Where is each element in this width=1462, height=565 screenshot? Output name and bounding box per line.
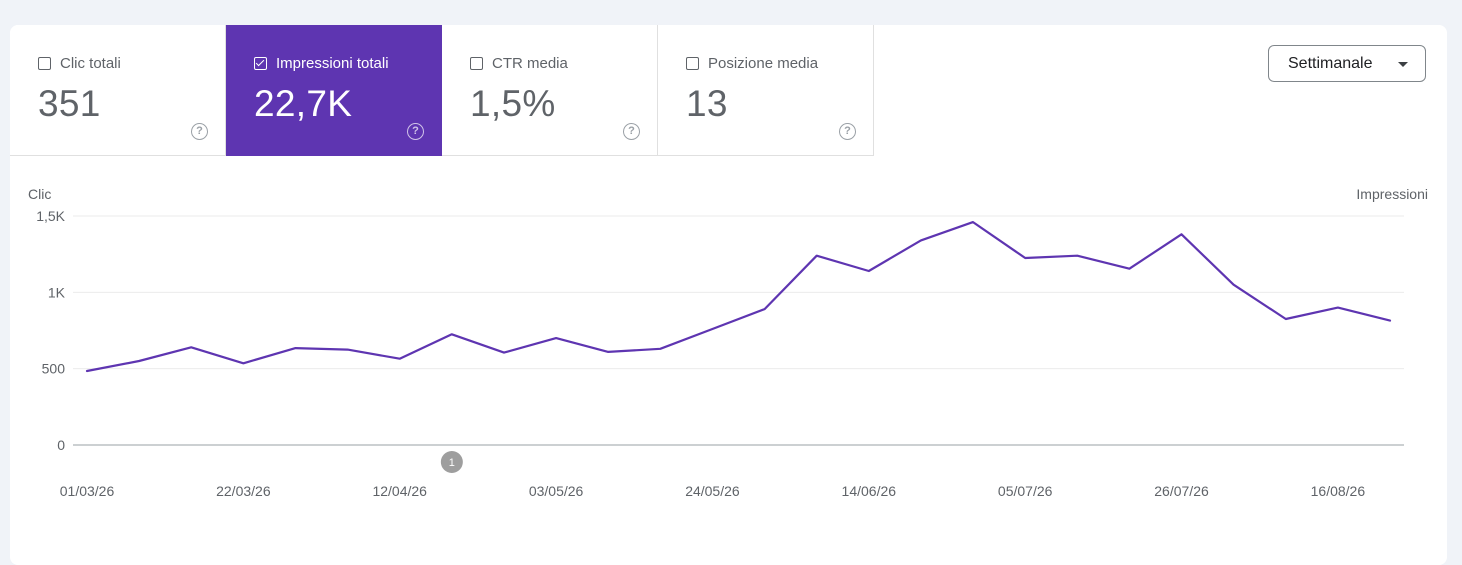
- x-tick-label: 03/05/26: [529, 483, 584, 499]
- x-tick-label: 01/03/26: [60, 483, 115, 499]
- y-tick-label: 0: [57, 437, 65, 453]
- series-line-impressions: [87, 222, 1390, 371]
- x-tick-label: 24/05/26: [685, 483, 740, 499]
- x-tick-label: 14/06/26: [842, 483, 897, 499]
- y-tick-label: 500: [42, 361, 66, 377]
- x-tick-label: 12/04/26: [372, 483, 427, 499]
- impressions-line-chart: Clic Impressioni 0 500 1K 1,5K 01/03/26 22/03/2…: [10, 25, 1447, 565]
- annotation-label: 1: [449, 457, 455, 469]
- x-tick-label: 26/07/26: [1154, 483, 1209, 499]
- x-tick-label: 16/08/26: [1311, 483, 1366, 499]
- x-tick-label: 05/07/26: [998, 483, 1053, 499]
- x-tick-label: 22/03/26: [216, 483, 271, 499]
- y-tick-label: 1,5K: [36, 208, 65, 224]
- right-axis-title: Impressioni: [1356, 186, 1428, 202]
- performance-card: Clic totali 351 ? Impressioni totali 22,…: [10, 25, 1447, 565]
- left-axis-title: Clic: [28, 186, 51, 202]
- y-tick-label: 1K: [48, 284, 66, 300]
